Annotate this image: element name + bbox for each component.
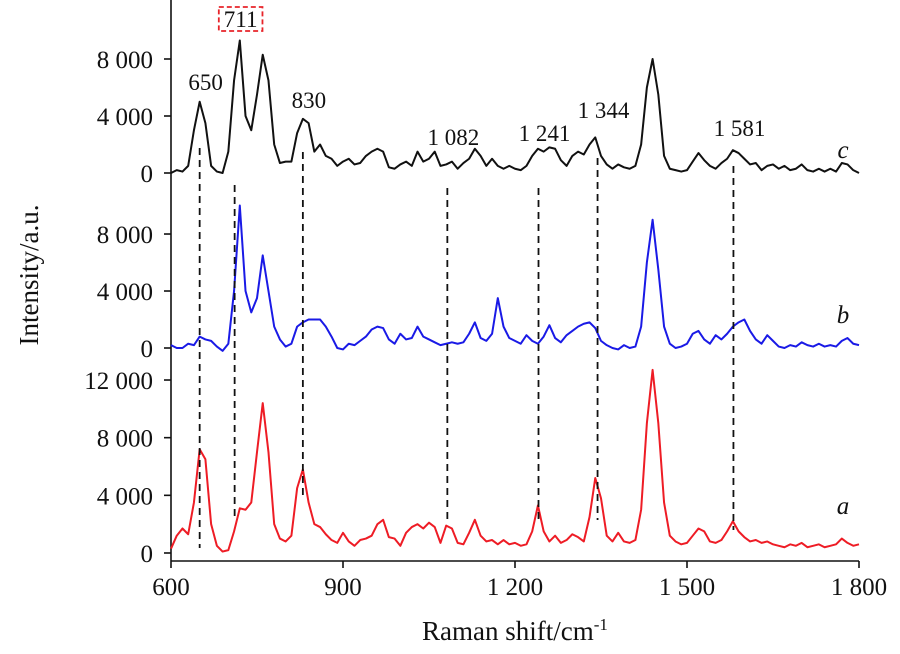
x-axis-label-text: Raman shift/cm <box>422 616 594 646</box>
x-tick-label: 600 <box>152 574 190 601</box>
y-tick-label: 4 000 <box>97 279 153 306</box>
y-tick-label: 8 000 <box>97 222 153 249</box>
series-label: a <box>837 493 850 520</box>
peak-label: 830 <box>292 88 327 113</box>
series-label: c <box>837 137 848 164</box>
y-axis-label: Intensity/a.u. <box>14 205 44 346</box>
peak-label: 650 <box>188 70 223 95</box>
x-tick-label: 1 800 <box>831 574 887 601</box>
peak-label: 711 <box>224 7 258 32</box>
series-label: b <box>837 302 850 329</box>
y-tick-label: 8 000 <box>97 47 153 74</box>
spectrum-line <box>170 204 860 352</box>
y-tick-label: 0 <box>141 336 154 363</box>
peak-label: 1 344 <box>578 98 630 123</box>
peak-label: 1 581 <box>714 116 766 141</box>
spectrum-line <box>170 39 860 174</box>
x-axis-label: Raman shift/cm-1 <box>422 615 608 646</box>
spectrum-line <box>170 368 860 553</box>
y-tick-label: 0 <box>141 161 154 188</box>
x-axis-label-sup: -1 <box>594 615 608 634</box>
y-tick-label: 12 000 <box>84 368 153 395</box>
x-tick-label: 1 200 <box>487 574 543 601</box>
x-tick-label: 900 <box>324 574 362 601</box>
peak-label: 1 082 <box>427 125 479 150</box>
y-tick-label: 8 000 <box>97 426 153 453</box>
y-tick-label: 0 <box>141 541 154 568</box>
y-tick-label: 4 000 <box>97 104 153 131</box>
peak-highlight-box <box>217 6 264 32</box>
peak-label: 1 241 <box>519 121 571 146</box>
x-tick-label: 1 500 <box>659 574 715 601</box>
y-tick-label: 4 000 <box>97 483 153 510</box>
